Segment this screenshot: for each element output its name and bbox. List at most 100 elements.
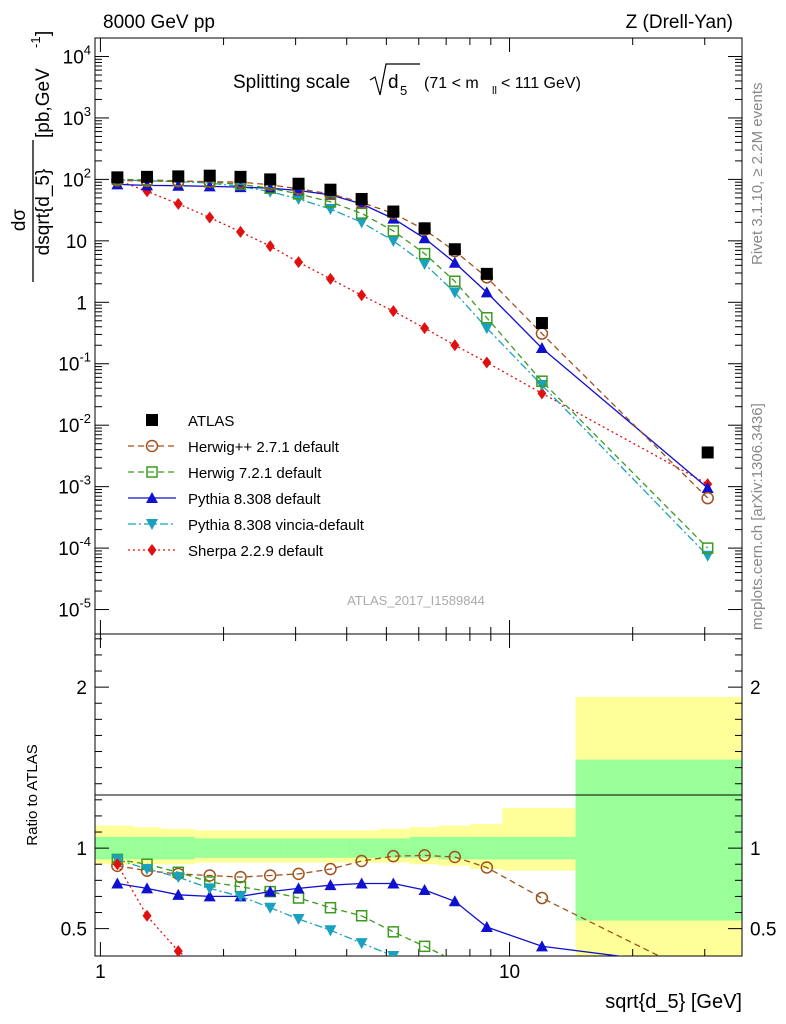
y-tick-label: 104: [63, 42, 91, 68]
series-point-5: [537, 387, 547, 400]
ratio-point-3: [203, 883, 216, 895]
series-point-1: [701, 491, 714, 505]
ratio-point-2: [141, 882, 154, 894]
legend-label: Pythia 8.308 default: [188, 491, 321, 508]
y-tick-label: 10-2: [58, 411, 91, 437]
ratio-point-0: [480, 861, 494, 874]
band-inner-bin: [160, 836, 196, 860]
ratio-point-2: [203, 890, 216, 902]
y-tick-label: 10-4: [58, 534, 91, 560]
ratio-point-2: [111, 877, 124, 889]
series-point-0: [172, 170, 185, 183]
ratio-point-1: [387, 926, 400, 938]
ratio-line-0: [117, 854, 661, 956]
series-point-3: [448, 256, 461, 268]
ratio-point-1: [324, 901, 337, 914]
series-point-2: [481, 312, 493, 324]
ratio-y-tick-label-left: 2: [76, 678, 87, 699]
series-point-3: [480, 286, 493, 298]
ratio-point-0: [263, 869, 277, 882]
ylabel-numerator: dσ: [9, 209, 30, 232]
series-point-0: [535, 317, 548, 330]
ratio-y-tick-label-left: 0.5: [61, 920, 87, 941]
series-point-4: [355, 217, 368, 229]
ylabel-denominator: dsqrt{d_5}: [33, 169, 54, 256]
series-point-0: [324, 183, 337, 196]
ratio-point-0: [535, 891, 549, 905]
series-point-2: [536, 375, 548, 387]
band-inner-bin: [95, 836, 134, 860]
ratio-point-3: [234, 891, 247, 903]
series-point-5: [236, 225, 246, 238]
ratio-point-4: [142, 909, 152, 922]
series-point-5: [294, 256, 304, 269]
legend-marker: [147, 544, 157, 556]
series-point-0: [234, 170, 247, 183]
mcplots-label: mcplots.cern.ch [arXiv:1306.3436]: [749, 403, 766, 630]
band-inner-bin: [438, 836, 471, 860]
series-point-0: [418, 222, 431, 235]
series-point-0: [355, 192, 368, 205]
ratio-point-3: [292, 913, 305, 925]
ratio-point-2: [324, 879, 337, 891]
ratio-point-2: [535, 940, 548, 952]
axis-tick-labels: 1 10 10-5 10-4 10-3 10-2 10-1 1 10 102 103 104 0.5 0.…: [58, 42, 776, 983]
title-cut-sub: ll: [492, 85, 497, 97]
band-inner-bin: [469, 836, 503, 860]
y-tick-label: 10-1: [58, 350, 91, 376]
y-tick-label: 103: [63, 104, 91, 130]
series-point-0: [203, 169, 216, 182]
series-point-4: [387, 235, 400, 247]
ylabel-unit-open: [pb,GeV: [33, 68, 54, 138]
ratio-point-3: [387, 951, 400, 956]
series-point-5: [357, 289, 367, 302]
legend-marker: [146, 466, 158, 478]
legend-label: Herwig 7.2.1 default: [188, 465, 322, 482]
band-inner-bin: [223, 838, 257, 858]
title-main: Splitting scale: [233, 72, 350, 93]
legend-label: Herwig++ 2.7.1 default: [188, 439, 340, 456]
y-tick-label: 1: [76, 293, 87, 314]
main-series-group: [111, 169, 714, 562]
ratio-point-2: [418, 883, 431, 895]
series-line-4: [117, 179, 709, 557]
ratio-point-2: [172, 888, 185, 900]
title-cut-open: (71 < m: [424, 75, 479, 92]
band-inner-bin: [409, 836, 439, 858]
series-point-0: [387, 205, 400, 218]
series-point-2: [324, 196, 337, 208]
legend-label: Pythia 8.308 vincia-default: [188, 517, 365, 534]
ratio-series-group: [111, 849, 661, 956]
rivet-version-label: Rivet 3.1.10, ≥ 2.2M events: [749, 83, 766, 266]
series-point-2: [387, 225, 400, 237]
y-tick-label: 10-5: [58, 596, 91, 622]
header-right-label: Z (Drell-Yan): [626, 12, 733, 33]
ratio-point-4: [173, 945, 183, 956]
header-left-label: 8000 GeV pp: [103, 12, 215, 33]
series-point-0: [448, 243, 461, 256]
series-point-3: [701, 482, 714, 494]
title-var-sub: 5: [400, 83, 407, 98]
x-axis-label: sqrt{d_5} [GeV]: [605, 991, 742, 1013]
series-point-3: [535, 342, 548, 354]
ratio-point-2: [292, 882, 305, 894]
ratio-y-tick-label-right: 1: [750, 839, 761, 860]
sqrt-symbol: [369, 63, 420, 96]
ratio-point-0: [355, 854, 368, 868]
series-point-5: [388, 305, 398, 318]
series-point-4: [418, 258, 431, 270]
band-inner-bin: [502, 836, 577, 860]
legend-marker: [146, 492, 158, 503]
plot-title: Splitting scale d 5 (71 < m ll < 111 GeV…: [233, 63, 581, 98]
legend-marker: [146, 414, 158, 426]
ratio-point-3: [172, 872, 185, 884]
ratio-point-3: [264, 902, 277, 914]
ratio-point-2: [355, 877, 368, 889]
legend: ATLAS Herwig++ 2.7.1 default Herwig 7.2.1 …: [128, 413, 365, 560]
axis-ticks: [95, 37, 742, 956]
series-point-0: [480, 267, 493, 280]
y-tick-label: 10-3: [58, 473, 91, 499]
series-point-2: [449, 275, 461, 288]
series-point-0: [141, 170, 154, 183]
